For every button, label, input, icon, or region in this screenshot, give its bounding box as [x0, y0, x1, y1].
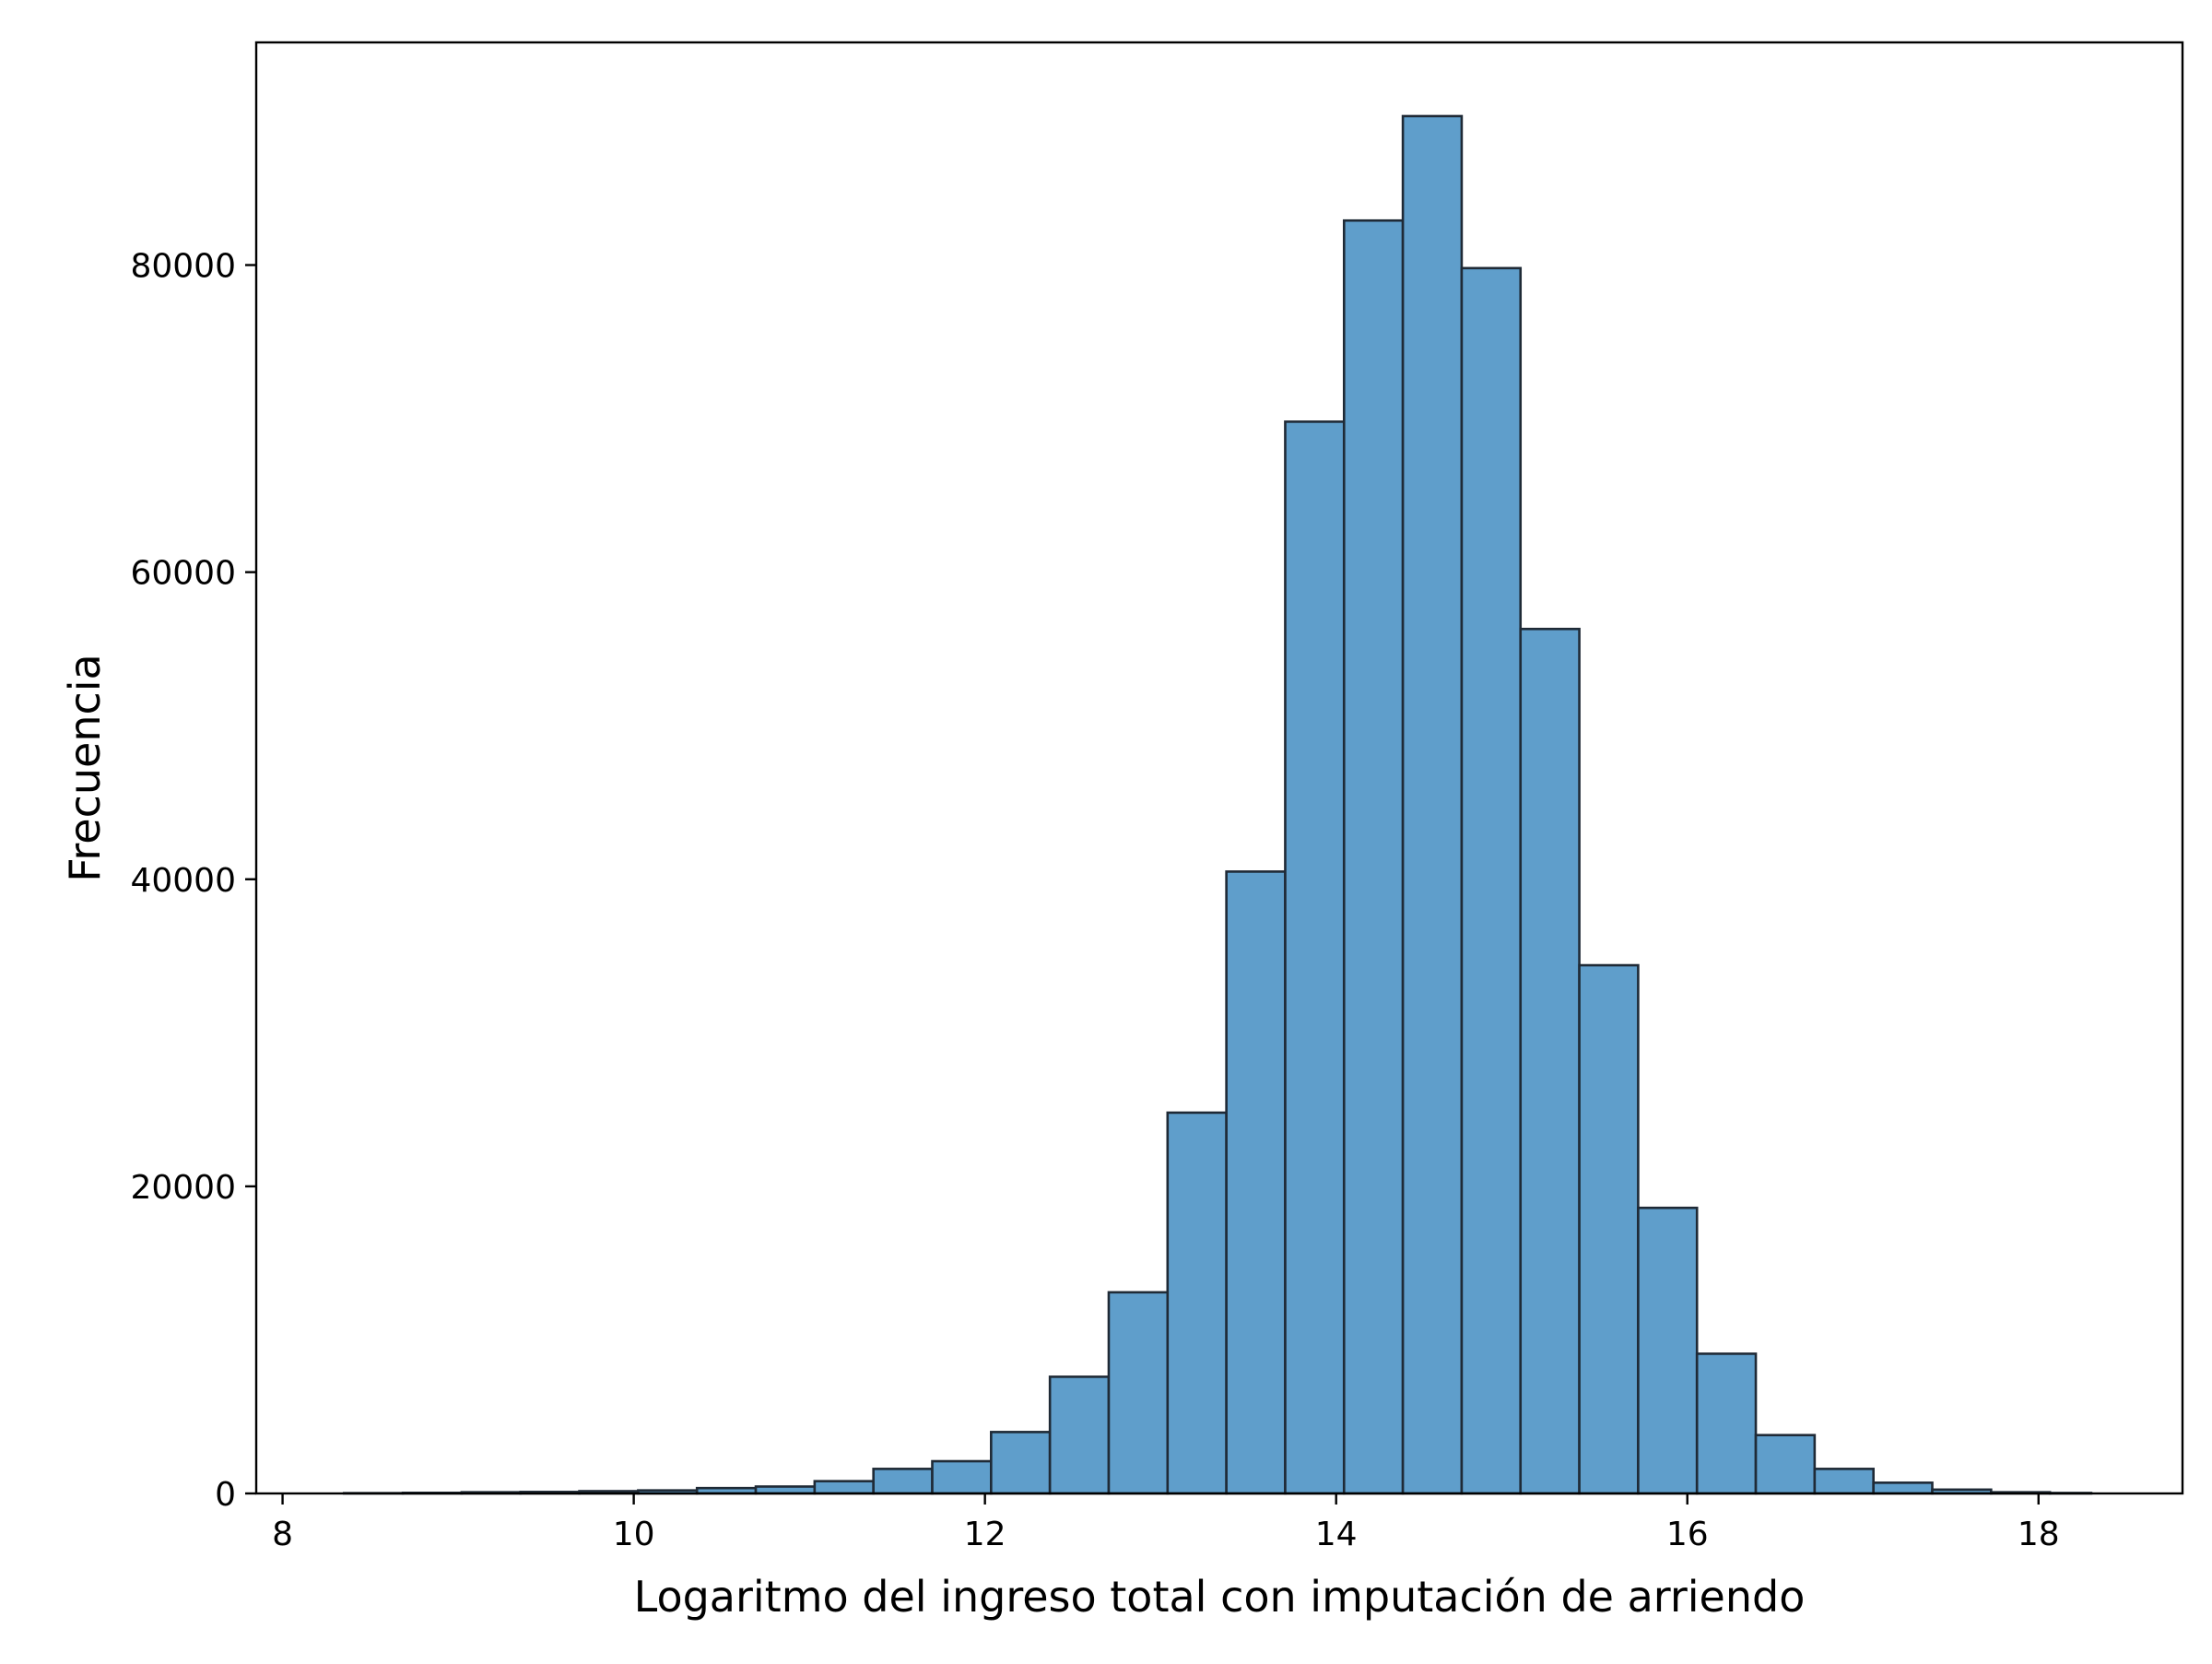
x-tick-label: 18: [2018, 1516, 2060, 1553]
x-tick-label: 8: [272, 1516, 293, 1553]
histogram-bar: [815, 1481, 874, 1493]
ticks-layer: 8 10 12 14 16 18 0 20000 40000 60000 80000: [130, 248, 2059, 1553]
histogram-bar: [1050, 1376, 1109, 1493]
x-tick-label: 16: [1666, 1516, 1709, 1553]
histogram-bar: [1580, 965, 1639, 1493]
histogram-bar: [1874, 1482, 1933, 1493]
histogram-bar: [1815, 1469, 1874, 1493]
histogram-bar: [1756, 1435, 1815, 1493]
y-axis-label: Frecuencia: [60, 654, 110, 881]
y-tick-label: 60000: [130, 555, 236, 593]
histogram-bar: [1521, 629, 1580, 1493]
bars-layer: [344, 116, 2091, 1493]
histogram-bar: [1344, 220, 1403, 1493]
x-tick-label: 10: [613, 1516, 655, 1553]
y-tick-label: 20000: [130, 1169, 236, 1207]
y-tick-label: 0: [215, 1476, 236, 1514]
histogram-bar: [1227, 871, 1286, 1493]
histogram-bar: [1109, 1292, 1168, 1493]
histogram-bar: [1462, 268, 1521, 1493]
histogram-bar: [933, 1461, 992, 1493]
x-axis-label: Logaritmo del ingreso total con imputaci…: [634, 1572, 1806, 1622]
histogram-bar: [1697, 1353, 1756, 1493]
histogram-bar: [991, 1432, 1050, 1493]
histogram-bar: [874, 1469, 933, 1493]
histogram-bar: [1168, 1113, 1227, 1493]
histogram-bar: [1285, 421, 1344, 1493]
x-tick-label: 12: [964, 1516, 1006, 1553]
histogram-bar: [1638, 1208, 1697, 1493]
x-tick-label: 14: [1315, 1516, 1358, 1553]
y-tick-label: 40000: [130, 862, 236, 900]
histogram-bar: [1403, 116, 1462, 1493]
y-tick-label: 80000: [130, 248, 236, 286]
